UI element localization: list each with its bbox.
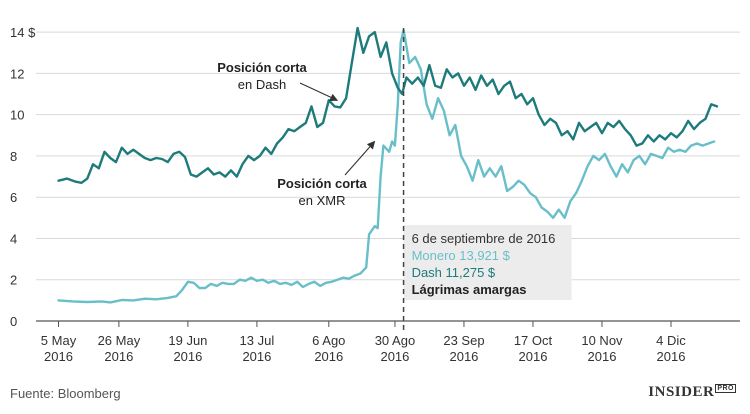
y-tick-label: 4 bbox=[10, 231, 17, 246]
x-tick-year: 2016 bbox=[380, 349, 409, 364]
y-tick-label: 10 bbox=[10, 108, 24, 123]
x-tick-label: 30 Ago bbox=[375, 333, 416, 348]
y-tick-label: 8 bbox=[10, 149, 17, 164]
y-axis-ticks: 0 2 4 6 8 10 12 14 $ bbox=[10, 25, 36, 329]
y-tick-label: 0 bbox=[10, 314, 17, 329]
y-tick-label: 6 bbox=[10, 190, 17, 205]
annotation-text: Posición corta bbox=[217, 60, 307, 75]
x-tick-year: 2016 bbox=[588, 349, 617, 364]
info-box-date: 6 de septiembre de 2016 bbox=[412, 231, 556, 246]
y-tick-label: 12 bbox=[10, 66, 24, 81]
brand-suffix: PRO bbox=[715, 384, 736, 393]
grid-lines bbox=[36, 31, 740, 322]
x-tick-year: 2016 bbox=[173, 349, 202, 364]
x-tick-label: 5 May bbox=[41, 333, 77, 348]
annotations: Posición corta en Dash Posición corta en XM… bbox=[217, 60, 376, 208]
x-tick-year: 2016 bbox=[314, 349, 343, 364]
x-tick-label: 10 Nov bbox=[581, 333, 623, 348]
annotation-text: en Dash bbox=[238, 77, 286, 92]
info-box-dash: Dash 11,275 $ bbox=[412, 265, 496, 280]
info-box: 6 de septiembre de 2016 Monero 13,921 $ … bbox=[403, 225, 572, 300]
source-note: Fuente: Bloomberg bbox=[10, 386, 121, 401]
brand-logo: INSIDER PRO bbox=[648, 384, 736, 401]
x-tick-year: 2016 bbox=[519, 349, 548, 364]
x-tick-year: 2016 bbox=[44, 349, 73, 364]
info-box-background bbox=[403, 225, 572, 300]
info-box-note: Lágrimas amargas bbox=[412, 282, 527, 297]
x-tick-label: 26 May bbox=[98, 333, 141, 348]
x-tick-label: 4 Dic bbox=[656, 333, 686, 348]
annotation-arrow bbox=[299, 82, 339, 101]
x-tick-year: 2016 bbox=[657, 349, 686, 364]
x-tick-year: 2016 bbox=[104, 349, 133, 364]
series-line-monero bbox=[57, 28, 716, 304]
info-box-monero: Monero 13,921 $ bbox=[412, 248, 511, 263]
x-tick-label: 17 Oct bbox=[514, 333, 553, 348]
x-tick-label: 6 Ago bbox=[312, 333, 345, 348]
y-tick-label: 2 bbox=[10, 273, 17, 288]
x-tick-label: 13 Jul bbox=[240, 333, 275, 348]
y-tick-label: 14 $ bbox=[10, 25, 36, 40]
brand-name: INSIDER bbox=[648, 384, 715, 400]
annotation-text: Posición corta bbox=[277, 176, 367, 191]
x-tick-label: 19 Jun bbox=[168, 333, 207, 348]
annotation-text: en XMR bbox=[299, 193, 346, 208]
series-line-dash bbox=[57, 26, 719, 184]
x-tick-year: 2016 bbox=[449, 349, 478, 364]
annotation-arrow bbox=[344, 140, 376, 176]
x-tick-label: 23 Sep bbox=[443, 333, 484, 348]
x-tick-year: 2016 bbox=[242, 349, 271, 364]
series-lines bbox=[57, 26, 719, 304]
